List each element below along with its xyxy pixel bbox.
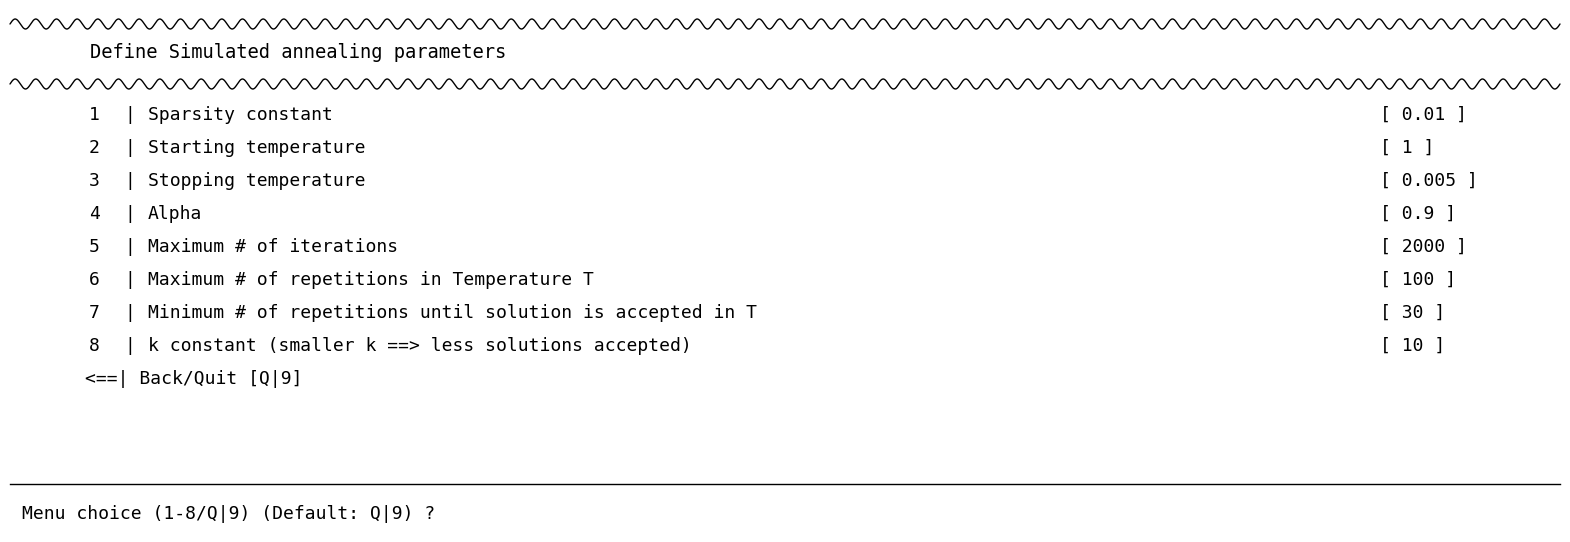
Text: |: | [124, 172, 135, 190]
Text: [ 10 ]: [ 10 ] [1380, 337, 1446, 355]
Text: [ 2000 ]: [ 2000 ] [1380, 238, 1466, 256]
Text: |: | [124, 205, 135, 223]
Text: 6: 6 [89, 271, 100, 289]
Text: Alpha: Alpha [148, 205, 203, 223]
Text: Maximum # of repetitions in Temperature T: Maximum # of repetitions in Temperature … [148, 271, 593, 289]
Text: |: | [124, 337, 135, 355]
Text: 1: 1 [89, 106, 100, 124]
Text: |: | [124, 304, 135, 322]
Text: 7: 7 [89, 304, 100, 322]
Text: [ 0.01 ]: [ 0.01 ] [1380, 106, 1466, 124]
Text: Sparsity constant: Sparsity constant [148, 106, 333, 124]
Text: [ 0.9 ]: [ 0.9 ] [1380, 205, 1455, 223]
Text: 4: 4 [89, 205, 100, 223]
Text: Stopping temperature: Stopping temperature [148, 172, 366, 190]
Text: [ 100 ]: [ 100 ] [1380, 271, 1455, 289]
Text: |: | [124, 271, 135, 289]
Text: |: | [124, 106, 135, 124]
Text: |: | [124, 238, 135, 256]
Text: |: | [124, 139, 135, 157]
Text: 2: 2 [89, 139, 100, 157]
Text: [ 30 ]: [ 30 ] [1380, 304, 1446, 322]
Text: <==| Back/Quit [Q|9]: <==| Back/Quit [Q|9] [85, 370, 303, 388]
Text: Menu choice (1-8/Q|9) (Default: Q|9) ?: Menu choice (1-8/Q|9) (Default: Q|9) ? [22, 505, 435, 523]
Text: [ 1 ]: [ 1 ] [1380, 139, 1435, 157]
Text: Minimum # of repetitions until solution is accepted in T: Minimum # of repetitions until solution … [148, 304, 757, 322]
Text: 8: 8 [89, 337, 100, 355]
Text: Maximum # of iterations: Maximum # of iterations [148, 238, 399, 256]
Text: 3: 3 [89, 172, 100, 190]
Text: [ 0.005 ]: [ 0.005 ] [1380, 172, 1477, 190]
Text: Starting temperature: Starting temperature [148, 139, 366, 157]
Text: Define Simulated annealing parameters: Define Simulated annealing parameters [89, 42, 506, 61]
Text: k constant (smaller k ==> less solutions accepted): k constant (smaller k ==> less solutions… [148, 337, 692, 355]
Text: 5: 5 [89, 238, 100, 256]
